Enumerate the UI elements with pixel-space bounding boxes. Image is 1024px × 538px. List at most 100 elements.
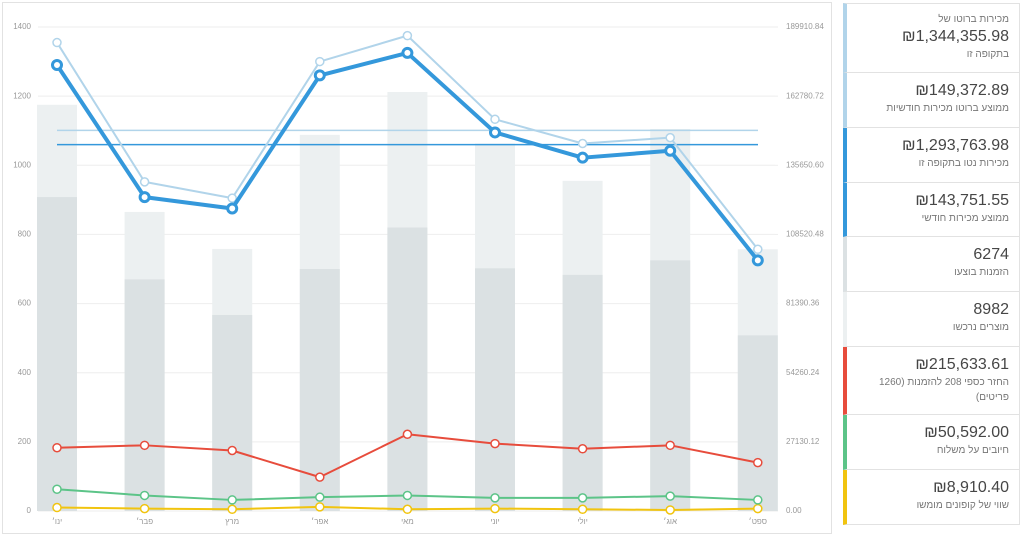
bar (737, 335, 778, 511)
point (52, 502, 62, 513)
point (139, 490, 150, 501)
point (490, 438, 500, 449)
legend-value: 6274 (973, 246, 1009, 263)
point (227, 495, 237, 505)
point (577, 504, 588, 515)
point (315, 56, 325, 67)
y-tick-label: 1200 (13, 91, 31, 100)
x-tick-label: יוני (490, 517, 499, 526)
legend-item[interactable]: ₪143,751.55 ממוצע מכירות חודשי (843, 183, 1020, 237)
legend-value: ₪8,910.40 (933, 479, 1009, 496)
bar (37, 197, 77, 511)
legend-value: ₪143,751.55 (915, 192, 1009, 209)
point (665, 440, 675, 451)
point (226, 202, 239, 215)
bar (387, 227, 428, 511)
point (313, 69, 326, 82)
point (577, 444, 588, 454)
point (139, 177, 150, 187)
point (315, 492, 325, 502)
point (489, 126, 501, 139)
legend-caption: מכירות ברוטו של (938, 14, 1009, 25)
point (577, 138, 588, 149)
point (753, 503, 763, 514)
x-tick-label: מאי (401, 517, 414, 526)
legend-item[interactable]: 6274 הזמנות בוצעו (843, 237, 1020, 292)
y2-tick-label: 0.00 (786, 506, 802, 515)
bar (212, 314, 253, 511)
legend-text: החזר כספי 208 להזמנות (1260 פריטים) (878, 377, 1009, 403)
point (52, 37, 62, 48)
point (402, 490, 413, 501)
legend-value: ₪215,633.61 (915, 356, 1009, 373)
legend-text: בתקופה זו (966, 49, 1009, 60)
legend-item[interactable]: ₪1,293,763.98 מכירות נטו בתקופה זו (843, 128, 1020, 183)
bar (650, 260, 691, 511)
point (227, 445, 237, 456)
point (315, 502, 325, 512)
point (139, 503, 150, 514)
x-tick-label: אוג׳ (663, 517, 677, 526)
point (138, 191, 151, 204)
y-tick-label: 200 (18, 437, 32, 446)
point (402, 30, 413, 41)
legend-value: ₪1,293,763.98 (901, 137, 1009, 154)
point (753, 457, 763, 468)
point (52, 442, 62, 453)
point (490, 493, 500, 503)
x-tick-label: מרץ (225, 517, 239, 526)
point (402, 504, 413, 515)
x-tick-label: יולי (577, 517, 587, 526)
point (665, 491, 675, 501)
point (751, 254, 764, 267)
bar (562, 274, 603, 511)
legend-item[interactable]: ₪149,372.89 ממוצע ברוטו מכירות חודשיות (843, 73, 1020, 128)
point (664, 144, 677, 157)
point (227, 193, 237, 203)
y-tick-label: 400 (18, 368, 32, 377)
legend-value: ₪1,344,355.98 (901, 28, 1009, 45)
legend-item[interactable]: מכירות ברוטו של ₪1,344,355.98 בתקופה זו (843, 3, 1020, 73)
point (577, 493, 588, 503)
point (227, 504, 237, 515)
chart-panel (2, 2, 832, 534)
legend-item[interactable]: ₪50,592.00 חיובים על משלוח (843, 415, 1020, 470)
point (576, 151, 589, 164)
legend-value: ₪50,592.00 (924, 424, 1009, 441)
point (402, 429, 413, 440)
legend-text: חיובים על משלוח (936, 445, 1009, 456)
y-tick-label: 600 (18, 299, 32, 308)
y-tick-label: 0 (27, 506, 32, 515)
point (401, 46, 414, 59)
legend-text: מכירות נטו בתקופה זו (918, 158, 1009, 169)
point (51, 59, 63, 72)
legend-item[interactable]: ₪215,633.61 החזר כספי 208 להזמנות (1260 פ… (843, 347, 1020, 415)
x-tick-label: אפר׳ (311, 517, 328, 526)
y2-tick-label: 27130.12 (786, 437, 820, 446)
x-tick-label: ספט׳ (749, 517, 767, 526)
point (665, 505, 675, 515)
y2-tick-label: 135650.60 (786, 160, 824, 169)
y2-tick-label: 54260.24 (786, 368, 820, 377)
y2-tick-label: 108520.48 (786, 230, 824, 239)
point (753, 495, 763, 505)
point (490, 114, 500, 125)
legend-item[interactable]: ₪8,910.40 שווי של קופונים מומשו (843, 470, 1020, 525)
legend-text: הזמנות בוצעו (954, 267, 1009, 278)
point (490, 503, 500, 514)
bar (124, 279, 165, 511)
legend-text: מוצרים נרכשו (952, 322, 1009, 333)
legend-text: ממוצע ברוטו מכירות חודשיות (886, 103, 1009, 114)
bar (475, 268, 515, 511)
legend-item[interactable]: 8982 מוצרים נרכשו (843, 292, 1020, 347)
point (139, 440, 150, 451)
y-tick-label: 1000 (13, 160, 31, 169)
legend: מכירות ברוטו של ₪1,344,355.98 בתקופה זו ₪14… (843, 3, 1020, 525)
x-tick-label: פבר׳ (136, 517, 153, 526)
y2-tick-label: 162780.72 (786, 91, 824, 100)
legend-text: ממוצע מכירות חודשי (921, 213, 1009, 224)
y2-tick-label: 81390.36 (786, 299, 820, 308)
point (665, 132, 675, 143)
legend-text: שווי של קופונים מומשו (916, 500, 1009, 511)
x-tick-label: ינו׳ (52, 517, 62, 526)
